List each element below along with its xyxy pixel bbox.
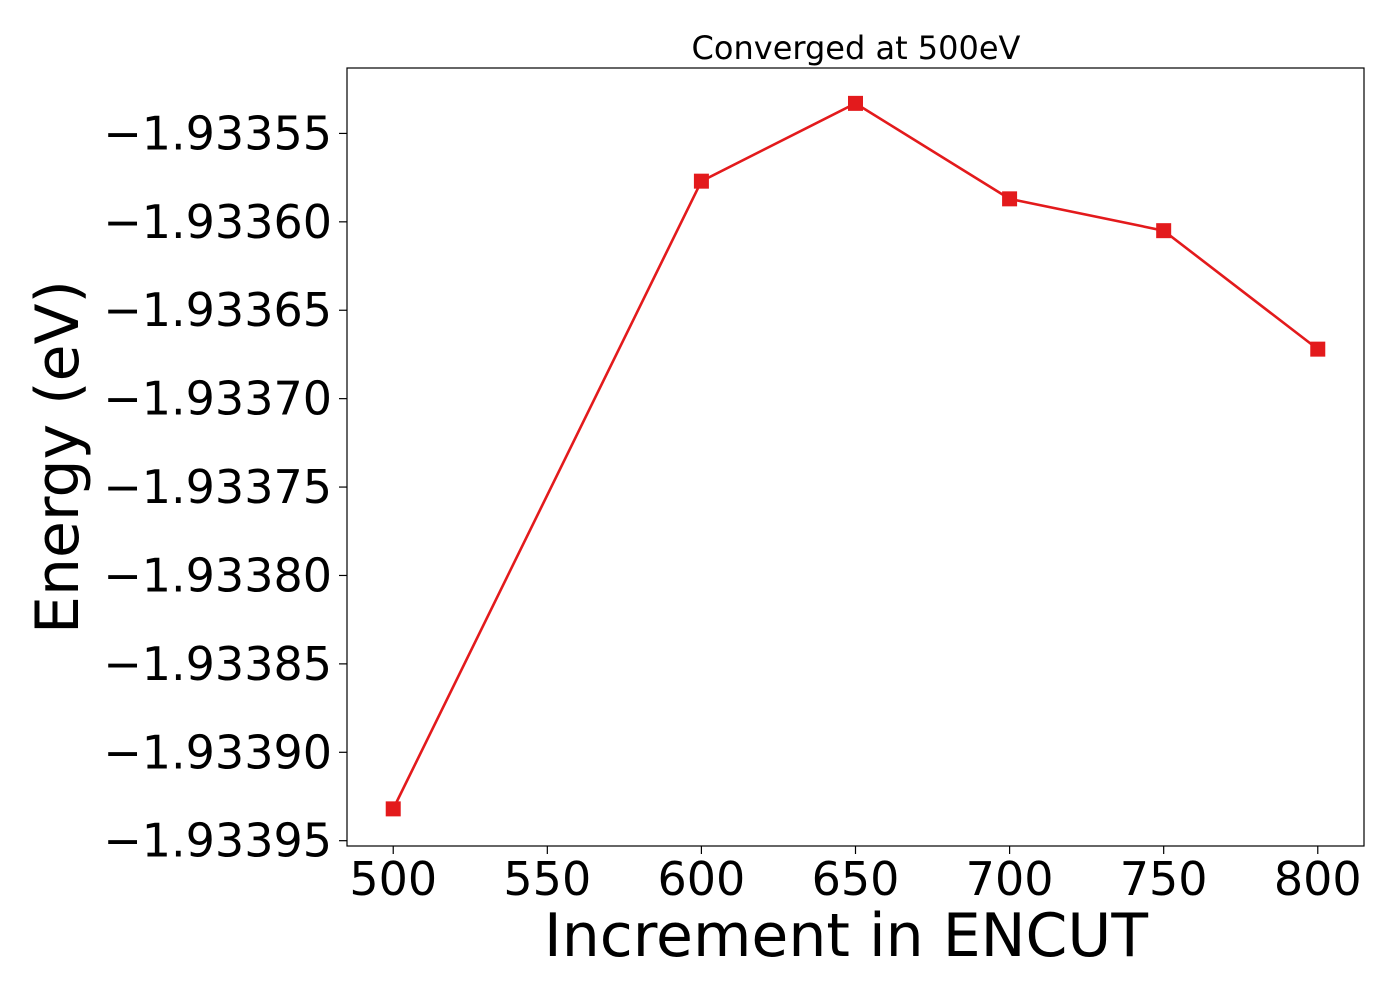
plot-frame — [346, 67, 1365, 847]
data-point-marker — [1156, 223, 1172, 239]
data-point-marker — [385, 801, 401, 817]
x-tick-label: 500 — [349, 852, 437, 906]
x-tick-label: 550 — [503, 852, 591, 906]
y-tick-label: −1.93395 — [103, 814, 332, 868]
y-tick-label: −1.93365 — [103, 283, 332, 337]
data-point-marker — [693, 173, 709, 189]
y-tick-label: −1.93370 — [103, 372, 332, 426]
data-point-marker — [1002, 191, 1018, 207]
series-layer — [385, 95, 1326, 817]
y-tick-label: −1.93385 — [103, 637, 332, 691]
data-point-marker — [848, 95, 863, 111]
chart-title: Converged at 500eV — [692, 29, 1021, 67]
y-tick-label: −1.93380 — [103, 548, 332, 602]
x-tick-label: 650 — [812, 852, 900, 906]
x-axis-ticks: 500 550 600 650 700 750 800 — [349, 846, 1362, 906]
series-line — [392, 101, 1319, 810]
y-tick-label: −1.93355 — [103, 106, 332, 160]
x-tick-label: 700 — [966, 852, 1054, 906]
y-axis-ticks: −1.93355 −1.93360 −1.93365 −1.93370 −1.93375… — [103, 106, 347, 868]
y-tick-label: −1.93375 — [103, 460, 332, 514]
x-tick-label: 600 — [658, 852, 746, 906]
x-tick-label: 750 — [1120, 852, 1208, 906]
y-tick-label: −1.93390 — [103, 725, 332, 779]
x-axis-label: Increment in ENCUT — [544, 901, 1148, 971]
y-axis-label: Energy (eV) — [23, 280, 93, 634]
y-tick-label: −1.93360 — [103, 195, 332, 249]
x-tick-label: 800 — [1274, 852, 1362, 906]
data-point-marker — [1310, 341, 1326, 357]
